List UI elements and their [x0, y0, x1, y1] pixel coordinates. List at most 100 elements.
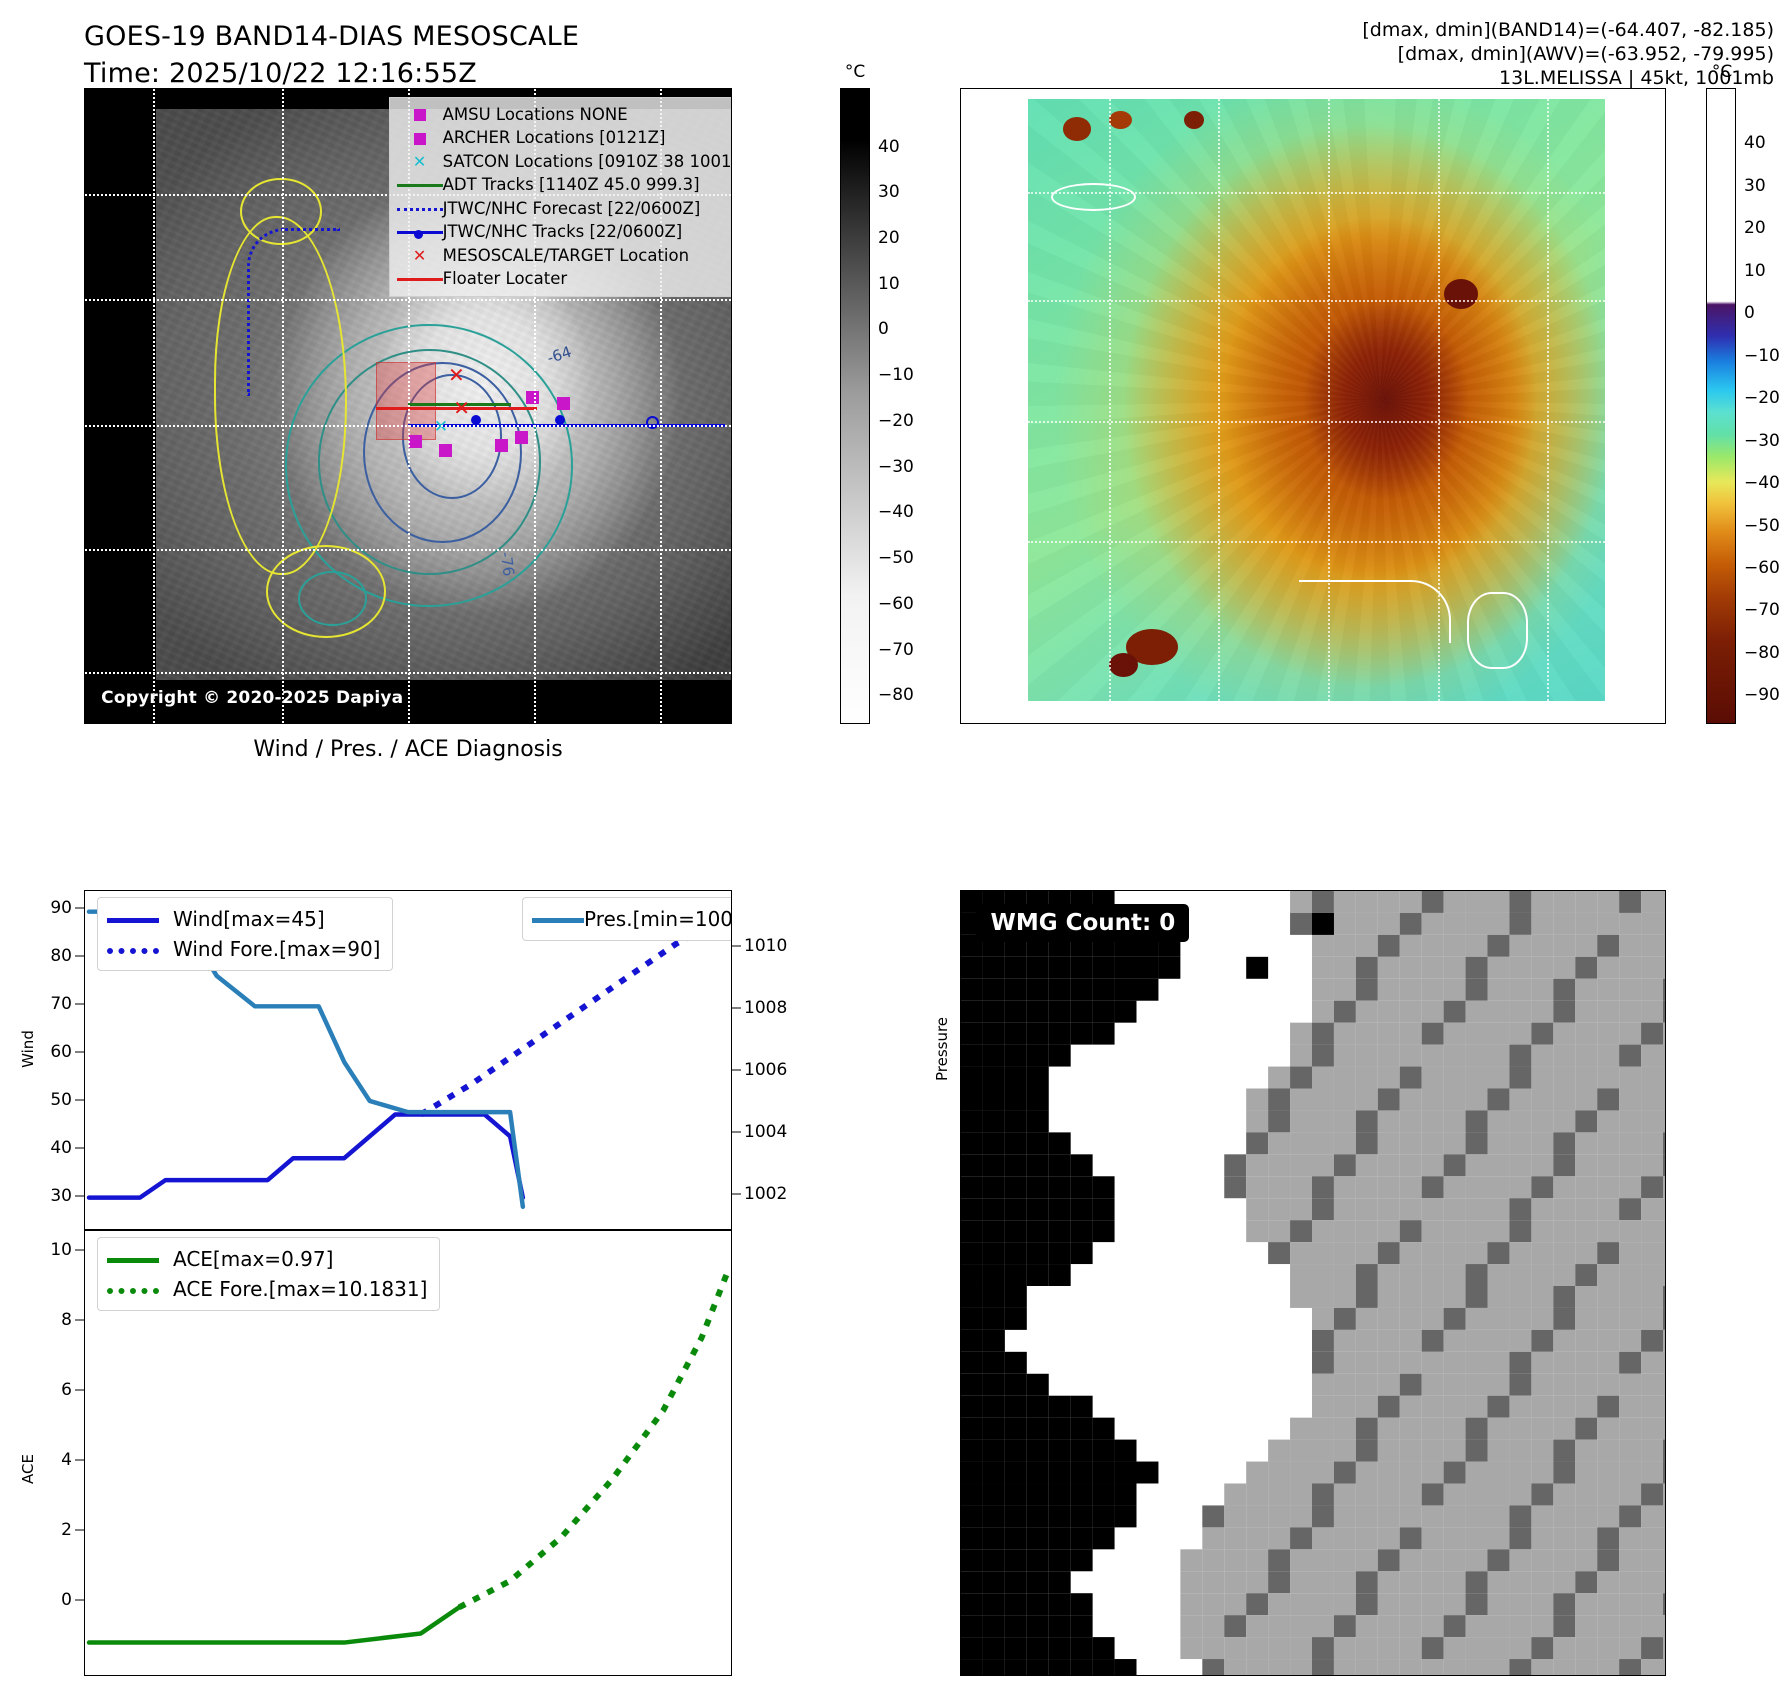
wmg-cell-dark-grey — [1487, 1395, 1510, 1418]
wmg-cell-black — [1026, 1483, 1049, 1506]
wmg-cell-dark-grey — [1355, 1110, 1378, 1133]
axis-tick-mark — [75, 1051, 84, 1053]
awv-satellite-panel[interactable]: 18°N 16°N 14°N 12°N 10°N 78°W 76°W 74°W … — [960, 88, 1666, 724]
ace-plot-area — [86, 1272, 730, 1645]
wmg-cell-dark-grey — [1465, 1571, 1488, 1594]
wmg-count-badge: WMG Count: 0 — [976, 903, 1190, 942]
wmg-cell-black — [1048, 1395, 1071, 1418]
wmg-cell-grey — [1180, 1637, 1203, 1660]
axis-tick-label: 10 — [50, 1240, 72, 1260]
legend-label: ACE Fore.[max=10.1831] — [173, 1277, 428, 1301]
legend-row: ADT Tracks [1140Z 45.0 999.3] — [396, 173, 731, 197]
wmg-cell-black — [1070, 1505, 1093, 1528]
wmg-cell-black — [982, 1307, 1005, 1330]
wmg-cell-grey — [1509, 1461, 1532, 1484]
wmg-cell-grey — [1663, 1659, 1665, 1675]
wmg-cell-dark-grey — [1553, 1593, 1576, 1616]
axis-tick-label: 70 — [50, 994, 72, 1014]
wmg-cell-black — [982, 978, 1005, 1001]
wmg-cell-grey — [1465, 1242, 1488, 1265]
wmg-cell-grey — [1597, 1461, 1620, 1484]
wmg-cell-grey — [1180, 1615, 1203, 1638]
colorbar-tick-label: −60 — [1744, 557, 1780, 578]
wmg-cell-dark-grey — [1641, 1483, 1664, 1506]
wmg-cell-grey — [1553, 1659, 1576, 1675]
wmg-cell-grey — [1619, 1461, 1642, 1484]
green-dotted-line-icon — [107, 1274, 173, 1304]
wmg-cell-dark-grey — [1443, 1615, 1466, 1638]
wmg-cell-grey — [1531, 1461, 1554, 1484]
wmg-cell-black — [1070, 1176, 1093, 1199]
wmg-cell-dark-grey — [1290, 1527, 1313, 1550]
wmg-cell-black — [1048, 1527, 1071, 1550]
wmg-cell-grey — [1421, 1593, 1444, 1616]
wmg-cell-grey — [1465, 1044, 1488, 1067]
wmg-cell-dark-grey — [1509, 891, 1532, 913]
wmg-cell-black — [1026, 978, 1049, 1001]
wmg-panel[interactable]: WMG Count: 0 — [960, 890, 1666, 1676]
wmg-cell-black — [1070, 1220, 1093, 1243]
ir-colorbar — [840, 88, 870, 724]
wmg-cell-dark-grey — [1399, 1373, 1422, 1396]
wmg-cell-grey — [1333, 1527, 1356, 1550]
wmg-cell-black — [1092, 956, 1115, 979]
wmg-cell-grey — [1597, 1285, 1620, 1308]
wmg-cell-grey — [1312, 1264, 1334, 1286]
lat-tick-label: 12°N — [960, 542, 961, 562]
wmg-cell-dark-grey — [1399, 1066, 1422, 1089]
wmg-cell-grey — [1355, 1088, 1378, 1111]
wmg-cell-dark-grey — [1465, 1417, 1488, 1440]
colorbar-tick-label: −50 — [1744, 515, 1780, 536]
wmg-cell-grey — [1377, 1637, 1400, 1660]
wmg-cell-grey — [1443, 1395, 1466, 1418]
wmg-cell-grey — [1663, 1242, 1665, 1265]
wmg-cell-black — [1048, 1549, 1071, 1572]
wmg-cell-grey — [1421, 1198, 1444, 1221]
wmg-cell-black — [982, 1044, 1005, 1067]
wmg-cell-dark-grey — [1377, 1088, 1400, 1111]
wmg-cell-black — [1092, 1198, 1115, 1221]
wmg-cell-grey — [1399, 1593, 1422, 1616]
wmg-cell-grey — [1641, 1461, 1664, 1484]
wmg-cell-black — [1004, 1505, 1027, 1528]
wmg-cell-grey — [1619, 1088, 1642, 1111]
wmg-cell-grey — [1663, 1220, 1665, 1243]
wind-pressure-chart[interactable]: Wind[max=45] Wind Fore.[max=90] Pres.[mi… — [84, 890, 732, 1230]
floater-box — [375, 361, 436, 440]
ace-chart[interactable]: ACE[max=0.97] ACE Fore.[max=10.1831] — [84, 1230, 732, 1676]
wmg-cell-grey — [1399, 1000, 1422, 1023]
wmg-cell-grey — [1399, 978, 1422, 1001]
wmg-cell-grey — [1312, 1549, 1334, 1572]
wmg-cell-grey — [1355, 1637, 1378, 1660]
wmg-cell-grey — [1377, 1132, 1400, 1155]
wmg-cell-grey — [1465, 1373, 1488, 1396]
wmg-cell-dark-grey — [1487, 934, 1510, 957]
wmg-cell-grey — [1663, 1505, 1665, 1528]
wmg-cell-grey — [1377, 1044, 1400, 1067]
wmg-cell-grey — [1355, 1066, 1378, 1089]
wmg-cell-black — [961, 1307, 983, 1330]
wmg-cell-grey — [1443, 1329, 1466, 1352]
wmg-cell-black — [1004, 1395, 1027, 1418]
wmg-cell-grey — [1597, 1176, 1620, 1199]
wmg-cell-dark-grey — [1465, 1593, 1488, 1616]
wmg-cell-grey — [1312, 1395, 1334, 1418]
wmg-cell-black — [1004, 1417, 1027, 1440]
wmg-cell-dark-grey — [1355, 978, 1378, 1001]
wmg-cell-grey — [1355, 1549, 1378, 1572]
ir-satellite-panel[interactable]: ✕ ✕ ✕ -64 -76 AMSU Locations NONE ARCHER… — [84, 88, 732, 724]
wmg-cell-grey — [1399, 1351, 1422, 1374]
wmg-cell-grey — [1509, 1176, 1532, 1199]
axis-tick-mark — [75, 1599, 84, 1601]
wmg-cell-grey — [1465, 1659, 1488, 1675]
wmg-cell-grey — [1597, 912, 1620, 935]
wmg-cell-dark-grey — [1553, 1285, 1576, 1308]
wmg-cell-grey — [1619, 1373, 1642, 1396]
wmg-cell-grey — [1619, 956, 1642, 979]
wmg-cell-grey — [1333, 1066, 1356, 1089]
wmg-cell-black — [1026, 1066, 1049, 1089]
contour-ring — [401, 374, 503, 499]
wmg-cell-black — [982, 956, 1005, 979]
wmg-cell-black — [1048, 1593, 1071, 1616]
wmg-cell-black — [1004, 1264, 1027, 1286]
